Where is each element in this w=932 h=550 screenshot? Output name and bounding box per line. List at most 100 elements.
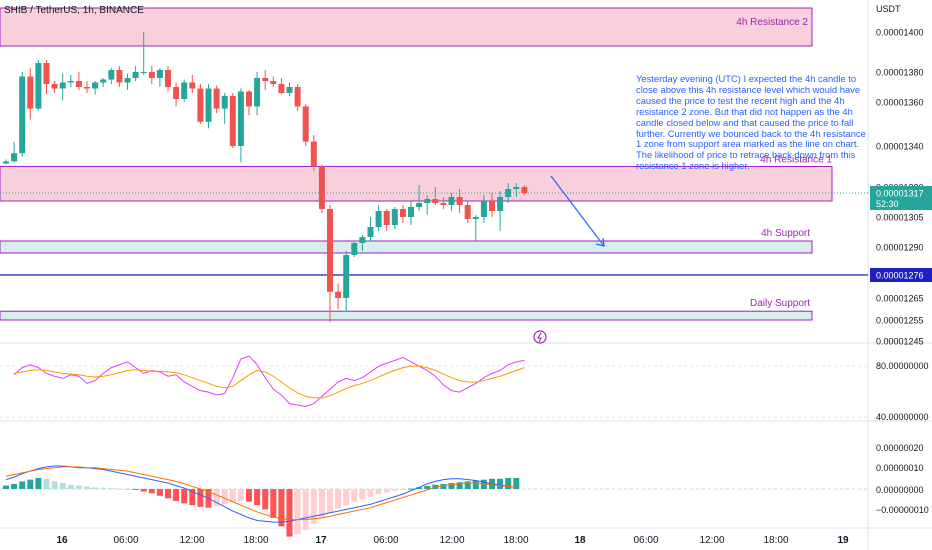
macd-histogram-bar (513, 477, 520, 489)
countdown-label: 52:30 (876, 199, 899, 209)
candle-body (262, 78, 269, 81)
stoch-tick-label: 40.00000000 (876, 412, 929, 422)
candle-body (335, 291, 342, 298)
macd-histogram-bar (359, 489, 366, 500)
macd-histogram-bar (497, 478, 504, 489)
candle-body (51, 84, 58, 89)
x-tick-label: 06:00 (373, 535, 398, 546)
candle-body (213, 88, 220, 109)
macd-histogram-bar (310, 489, 317, 524)
y-tick-label: 0.00001340 (876, 142, 924, 152)
zone-4h-resistance-1 (0, 166, 833, 202)
macd-histogram-bar (181, 489, 188, 504)
macd-histogram-bar (67, 484, 74, 489)
macd-histogram-bar (302, 489, 309, 530)
macd-histogram-bar (505, 477, 512, 489)
x-tick-label: 18 (574, 535, 586, 546)
candle-body (310, 141, 317, 167)
macd-histogram-bar (464, 481, 471, 489)
macd-tick-label: 0.00000020 (876, 443, 924, 453)
candle-body (165, 70, 171, 87)
macd-histogram-bar (254, 489, 261, 506)
macd-histogram-bar (391, 489, 398, 491)
candle-body (92, 82, 99, 89)
stoch-k-line (13, 355, 525, 407)
macd-histogram-bar (270, 489, 277, 518)
x-tick-label: 12:00 (179, 535, 204, 546)
y-tick-label: 0.00001305 (876, 213, 924, 223)
candle-body (116, 70, 123, 83)
macd-histogram-bar (246, 489, 252, 502)
candle-body (59, 82, 66, 89)
macd-histogram-bar (237, 489, 244, 501)
candle-body (464, 205, 471, 219)
support-price-tag (870, 268, 932, 282)
macd-histogram-bar (448, 483, 455, 489)
zone-label: 4h Resistance 2 (736, 17, 808, 28)
stochastic-pane (0, 355, 868, 418)
x-tick-label: 06:00 (633, 535, 658, 546)
macd-histogram-bar (84, 486, 90, 489)
candle-body (100, 79, 107, 83)
last-price-label: 0.00001317 (876, 189, 924, 199)
macd-histogram-bar (75, 485, 82, 489)
candle-body (440, 203, 447, 205)
y-tick-label: 0.00001290 (876, 243, 924, 253)
candle-body (424, 199, 431, 203)
y-tick-label: 0.00001265 (876, 294, 924, 304)
macd-histogram-bar (416, 487, 423, 489)
candle-body (513, 187, 520, 189)
zones-layer: 4h Resistance 2 4h Resistance 1 4h Support… (0, 7, 833, 321)
macd-histogram-bar (383, 489, 390, 493)
x-tick-label: 16 (56, 535, 68, 546)
candle-body (229, 96, 236, 146)
candle-body (156, 70, 163, 78)
macd-histogram-bar (165, 489, 171, 499)
macd-histogram-bar (116, 488, 123, 490)
x-tick-label: 18:00 (243, 535, 268, 546)
macd-histogram-bar (92, 487, 99, 489)
signal-line (5, 466, 517, 521)
candle-body (408, 207, 414, 217)
macd-histogram-bar (351, 489, 358, 502)
macd-histogram-bar (294, 489, 301, 535)
x-tick-label: 17 (315, 535, 327, 546)
candle-body (84, 87, 90, 89)
macd-histogram-bar (156, 489, 163, 496)
y-tick-label: 0.00001360 (876, 98, 924, 108)
candle-body (75, 81, 82, 87)
last-price-tag (870, 186, 932, 210)
candle-body (302, 106, 309, 142)
x-tick-label: 19 (837, 535, 849, 546)
macd-pane (0, 465, 868, 537)
candle-body (391, 209, 398, 225)
candle-body (124, 78, 131, 83)
candle-body (351, 243, 358, 255)
zone-4h-support (0, 240, 813, 254)
zone-4h-resistance-2 (0, 7, 813, 47)
zone-label: 4h Support (761, 228, 810, 239)
macd-histogram-bar (197, 489, 204, 507)
candle-body (497, 197, 504, 211)
zone-label: Daily Support (750, 298, 810, 309)
macd-histogram-bar (221, 489, 228, 505)
macd-histogram-bar (213, 489, 220, 506)
candle-body (383, 211, 390, 225)
candle-body (27, 76, 34, 109)
macd-histogram-bar (327, 489, 333, 513)
macd-histogram-bar (408, 488, 414, 490)
candle-body (286, 87, 293, 93)
macd-histogram-bar (100, 487, 107, 489)
macd-histogram-bar (189, 489, 196, 506)
drawings (533, 175, 605, 344)
macd-histogram-bar (229, 489, 236, 502)
zone-daily-support (0, 310, 813, 321)
macd-histogram-bar (27, 479, 34, 489)
arrow-head (595, 237, 605, 247)
axis-unit-label: USDT (876, 4, 901, 14)
macd-histogram-bar (59, 483, 66, 489)
stoch-tick-label: 80.00000000 (876, 361, 929, 371)
candle-body (432, 199, 439, 203)
candles (3, 32, 528, 323)
